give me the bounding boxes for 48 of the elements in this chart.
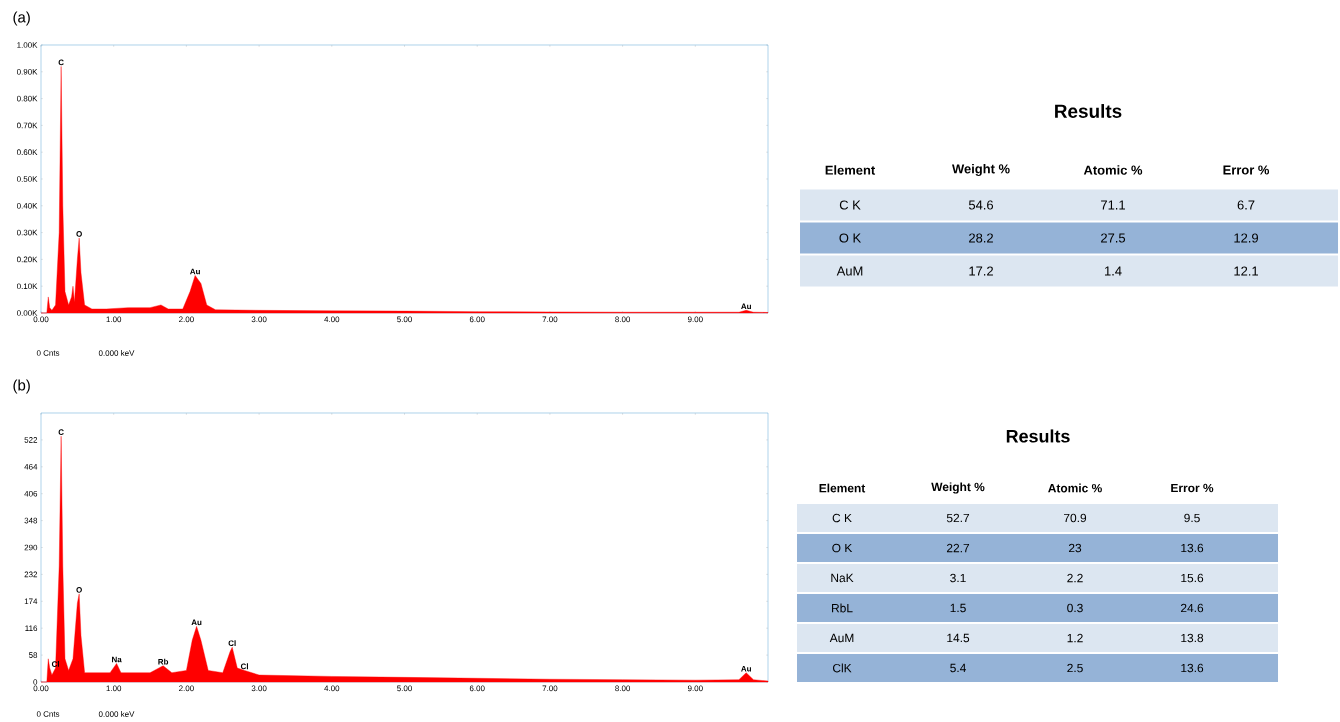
text: 9.5: [1184, 513, 1200, 523]
text: 5.4: [950, 663, 966, 673]
text: 13.6: [1181, 663, 1204, 673]
text: Results: [1055, 104, 1122, 118]
text: 1.5: [950, 603, 966, 613]
text: 13.8: [1181, 633, 1204, 643]
category-label: Weight %: [952, 163, 1010, 177]
category-label: C K: [839, 200, 861, 210]
category-label: NaK: [831, 573, 854, 583]
text: 1.2: [1067, 633, 1083, 643]
category-label: Error %: [1171, 483, 1214, 493]
category-label: AuM: [836, 266, 863, 276]
text: Results: [1006, 429, 1070, 443]
text: 23: [1068, 543, 1082, 553]
text: 2.5: [1067, 663, 1083, 673]
text: 1.4: [1105, 266, 1122, 276]
text: 12.1: [1234, 266, 1258, 276]
text: 3.1: [950, 573, 966, 583]
category-label: Element: [825, 165, 876, 175]
text: 14.5: [947, 633, 970, 643]
text: 13.6: [1181, 543, 1204, 553]
category-label: RbL: [832, 603, 853, 613]
category-label: Atomic %: [1048, 483, 1102, 493]
category-label: AuM: [829, 633, 854, 643]
text: 28.2: [969, 233, 993, 243]
text: 71.1: [1101, 200, 1125, 210]
category-label: O K: [839, 233, 862, 243]
chart-title: (a): [13, 11, 30, 26]
text: 22.7: [946, 543, 970, 553]
chart-title: (b): [13, 379, 30, 394]
text: 17.2: [969, 266, 993, 276]
category-label: ClK: [832, 663, 852, 673]
text: 24.6: [1180, 603, 1204, 613]
category-label: O K: [832, 543, 853, 553]
text: 0.3: [1067, 603, 1083, 613]
category-label: C K: [832, 513, 852, 523]
text: 15.6: [1181, 573, 1204, 583]
category-label: Element: [819, 483, 866, 493]
text: 2.2: [1067, 573, 1083, 583]
text: 27.5: [1101, 233, 1126, 243]
text: 12.9: [1234, 233, 1259, 243]
text: 70.9: [1063, 513, 1087, 523]
category-label: Error %: [1223, 165, 1270, 175]
category-label: Weight %: [931, 482, 985, 494]
text: 6.7: [1237, 200, 1255, 210]
text: 54.6: [968, 200, 994, 210]
category-label: Atomic %: [1083, 165, 1143, 175]
text: 52.7: [946, 513, 970, 523]
